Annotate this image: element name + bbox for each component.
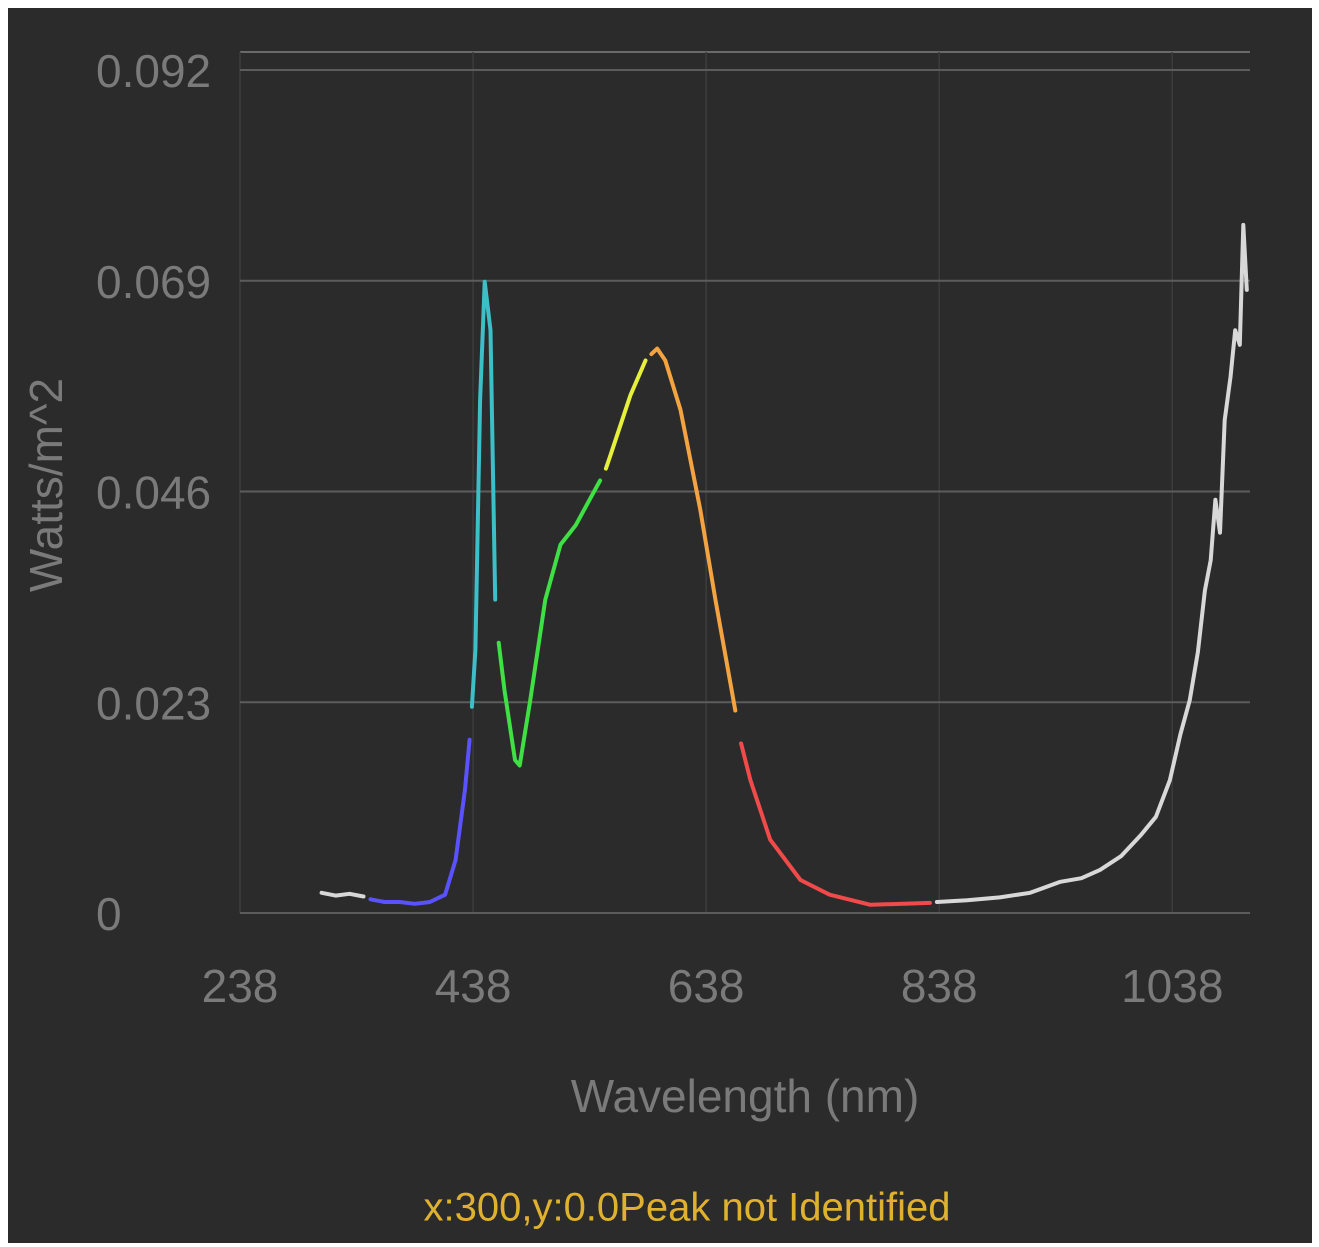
y-axis-title: Watts/m^2: [20, 378, 72, 592]
y-tick-label: 0.092: [96, 45, 211, 97]
status-text: x:300,y:0.0Peak not Identified: [423, 1186, 950, 1230]
spectrum-line: [496, 478, 603, 768]
y-tick-label: 0: [96, 888, 122, 940]
y-tick-label: 0.046: [96, 467, 211, 519]
x-tick-label: 238: [202, 960, 279, 1012]
x-tick-label: 838: [901, 960, 978, 1012]
x-tick-label: 438: [435, 960, 512, 1012]
x-axis-title: Wavelength (nm): [571, 1070, 920, 1122]
spectrum-line: [603, 358, 648, 471]
y-tick-label: 0.023: [96, 677, 211, 729]
spectrum-line: [319, 890, 366, 899]
y-tick-label: 0.069: [96, 256, 211, 308]
spectrum-line: [368, 737, 472, 906]
x-tick-label: 1038: [1121, 960, 1223, 1012]
background: [8, 8, 1312, 1243]
spectrum-line: [469, 279, 498, 709]
spectrum-line: [739, 741, 932, 907]
x-tick-label: 638: [668, 960, 745, 1012]
spectrum-line: [649, 346, 738, 713]
spectrum-line: [934, 222, 1249, 904]
